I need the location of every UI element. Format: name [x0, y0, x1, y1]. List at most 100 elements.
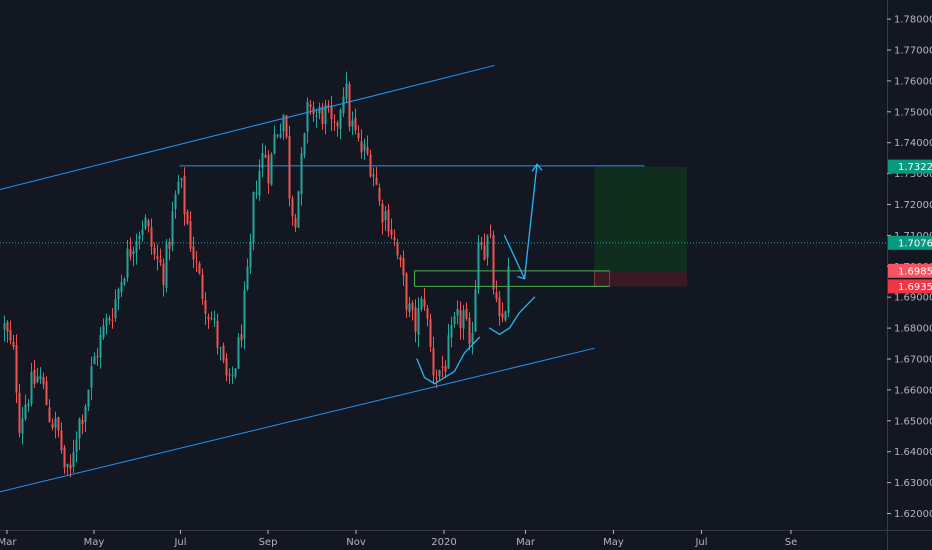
- candle-body: [15, 345, 18, 393]
- price-tick-label: 1.65000: [894, 416, 932, 427]
- candle-body: [24, 404, 27, 419]
- candle: [237, 333, 240, 369]
- candle-body: [381, 203, 384, 223]
- price-tick-label: 1.68000: [894, 324, 932, 335]
- candle-body: [93, 356, 96, 365]
- candle-body: [3, 323, 6, 330]
- price-tag-label: 1.69350: [898, 282, 932, 293]
- candle: [216, 313, 219, 355]
- candle: [180, 177, 183, 189]
- candle-body: [39, 375, 42, 379]
- candle: [84, 403, 87, 432]
- candle: [297, 190, 300, 229]
- candle-body: [483, 244, 486, 260]
- candle-body: [36, 376, 39, 383]
- candle: [213, 310, 216, 327]
- price-tag-background: [888, 263, 932, 278]
- candle: [42, 372, 45, 390]
- candle-body: [282, 114, 285, 132]
- candle: [204, 292, 207, 325]
- candle: [360, 129, 363, 159]
- candle: [102, 318, 105, 341]
- candle-body: [213, 318, 216, 320]
- candle: [327, 100, 330, 113]
- candle-body: [399, 257, 402, 261]
- take-profit-box: [594, 166, 687, 271]
- candle-body: [96, 355, 99, 358]
- candle: [186, 209, 189, 226]
- price-tick-label: 1.63000: [894, 478, 932, 489]
- candle-body: [105, 317, 108, 326]
- candle: [135, 233, 138, 265]
- candle: [468, 312, 471, 351]
- candle-body: [90, 366, 93, 388]
- candle: [372, 167, 375, 187]
- candle-body: [264, 154, 267, 158]
- candle: [480, 236, 483, 250]
- candle: [393, 229, 396, 247]
- candle-body: [336, 122, 339, 127]
- candle: [333, 114, 336, 132]
- candle: [27, 398, 30, 413]
- candle: [504, 310, 507, 322]
- time-tick-label: 2020: [431, 537, 456, 548]
- candle: [60, 422, 63, 454]
- candle: [6, 320, 9, 343]
- candle-body: [237, 337, 240, 369]
- candle-body: [459, 310, 462, 328]
- price-tag: 1.70760: [888, 235, 932, 250]
- candle-body: [27, 403, 30, 406]
- candle: [33, 359, 36, 388]
- candle: [495, 280, 498, 302]
- price-tick-label: 1.67000: [894, 355, 932, 366]
- candle-body: [258, 170, 261, 196]
- candle-body: [117, 289, 120, 300]
- candle-body: [204, 299, 207, 314]
- candle: [441, 355, 444, 378]
- candle: [300, 147, 303, 206]
- candle-body: [150, 227, 153, 248]
- candle-body: [288, 135, 291, 199]
- candle: [177, 174, 180, 195]
- candle: [336, 120, 339, 137]
- candle: [417, 297, 420, 347]
- candle-body: [408, 303, 411, 312]
- candle: [189, 211, 192, 252]
- candle-body: [471, 333, 474, 344]
- candle: [267, 150, 270, 194]
- candle-body: [195, 261, 198, 263]
- candle: [45, 376, 48, 406]
- candle-body: [378, 187, 381, 202]
- candle: [264, 145, 267, 159]
- candle-body: [225, 358, 228, 376]
- candle-body: [207, 316, 210, 320]
- candle-body: [306, 101, 309, 132]
- candle: [219, 346, 222, 361]
- candle-body: [48, 407, 51, 423]
- candle: [345, 71, 348, 104]
- candle-body: [405, 273, 408, 310]
- candle-body: [246, 266, 249, 290]
- candle-body: [318, 106, 321, 114]
- candle-body: [339, 110, 342, 129]
- time-tick-label: Nov: [346, 537, 366, 548]
- candle-body: [180, 178, 183, 181]
- candle-body: [72, 452, 75, 467]
- candle: [39, 367, 42, 384]
- candle: [330, 95, 333, 132]
- time-axis[interactable]: Mar May Jul Sep Nov 2020 Mar May Jul Se: [0, 530, 932, 548]
- candle-body: [456, 309, 459, 316]
- price-tick-label: 1.76000: [894, 76, 932, 87]
- candle-body: [177, 181, 180, 194]
- candle: [318, 102, 321, 120]
- candle: [456, 300, 459, 325]
- candle-body: [201, 274, 204, 299]
- candle: [399, 254, 402, 268]
- candle-body: [366, 147, 369, 154]
- candle: [357, 125, 360, 142]
- candle: [90, 356, 93, 400]
- candle: [315, 108, 318, 128]
- candle-body: [273, 133, 276, 154]
- candle-body: [444, 366, 447, 372]
